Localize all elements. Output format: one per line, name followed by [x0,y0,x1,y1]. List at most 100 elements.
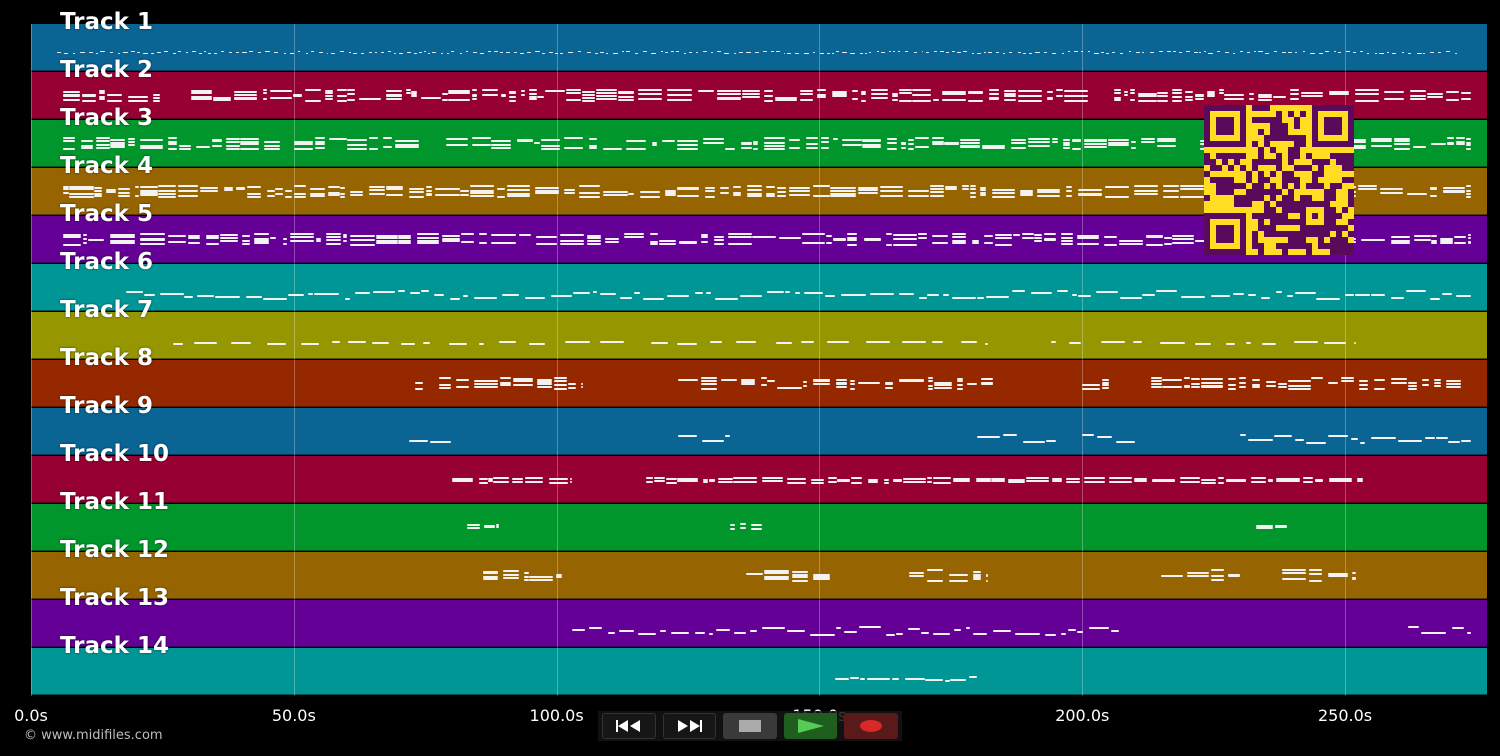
midi-note [842,144,862,146]
midi-note [1158,51,1163,52]
midi-note [802,385,808,387]
midi-note [497,188,505,190]
midi-note [564,147,584,149]
midi-note [765,193,776,195]
track-row [31,24,1487,71]
midi-note [81,147,94,149]
midi-note [960,142,981,144]
midi-note [1101,382,1109,384]
midi-note [128,144,136,146]
midi-note [1278,383,1288,385]
play-button[interactable] [783,713,838,739]
midi-note [1442,293,1453,295]
midi-note [1105,186,1129,188]
midi-note [903,481,926,483]
midi-note [62,137,76,139]
midi-note [242,240,250,242]
midi-note [930,191,944,193]
midi-note [809,634,836,636]
midi-note [589,145,598,147]
midi-note [802,381,808,383]
midi-note [837,480,851,482]
midi-note [700,380,718,382]
midi-note [566,92,582,94]
midi-note [394,140,420,142]
midi-note [949,679,967,681]
midi-note [810,479,824,481]
midi-note [151,53,154,54]
record-button[interactable] [844,713,898,739]
midi-note [1352,52,1357,53]
midi-note [1062,147,1071,149]
midi-note [956,52,961,53]
midi-note [537,379,552,381]
midi-note [740,523,747,525]
midi-note [1327,382,1338,384]
midi-note [957,388,963,390]
midi-note [640,196,660,198]
midi-note [1017,95,1042,97]
midi-note [1051,480,1062,482]
track-row [31,312,1487,359]
midi-note [1354,342,1356,344]
midi-note [787,53,792,54]
midi-note [1145,236,1163,238]
midi-note [940,51,945,52]
midi-note [328,192,340,194]
midi-note [701,440,724,442]
midi-note [1370,437,1396,439]
midi-note [805,137,818,139]
midi-note [325,243,341,245]
midi-note [1289,98,1299,100]
midi-note [951,233,967,235]
midi-note [710,52,713,53]
fast-forward-button[interactable] [662,713,717,739]
midi-note [109,52,113,53]
midi-note [465,51,469,52]
midi-note [1034,240,1043,242]
midi-note [496,526,499,528]
midi-note [139,186,159,188]
midi-note [240,143,260,145]
midi-note [1046,91,1053,93]
midi-note [969,196,976,198]
midi-note [1157,92,1169,94]
midi-note [664,194,677,196]
midi-note [761,627,786,629]
midi-note [451,51,454,52]
midi-note [1077,189,1102,191]
midi-note [326,53,329,54]
midi-note [301,343,320,345]
midi-note [1423,53,1426,54]
rewind-icon [615,720,640,732]
rewind-button[interactable] [602,713,656,739]
midi-note [876,51,880,52]
midi-note [483,578,499,580]
midi-note [1356,480,1363,482]
midi-note [1123,94,1128,96]
midi-note [440,53,443,54]
midi-note [293,196,306,198]
midi-note [1311,377,1323,379]
midi-note [314,143,325,145]
midi-note [240,141,260,143]
midi-note [851,482,863,484]
midi-note [1037,195,1061,197]
midi-note [813,185,831,187]
midi-note [843,631,858,633]
midi-note [1278,386,1288,388]
stop-button[interactable] [723,713,777,739]
midi-note [688,52,692,53]
midi-note [1233,293,1245,295]
midi-note [747,189,762,191]
midi-note [497,196,505,198]
midi-note [526,52,532,53]
midi-note [451,478,473,480]
midi-note [1118,243,1144,245]
midi-note [1045,440,1056,442]
midi-note [944,186,958,188]
midi-note [1061,53,1064,54]
midi-note [1103,244,1118,246]
midi-note [168,241,187,243]
midi-note [860,100,866,102]
